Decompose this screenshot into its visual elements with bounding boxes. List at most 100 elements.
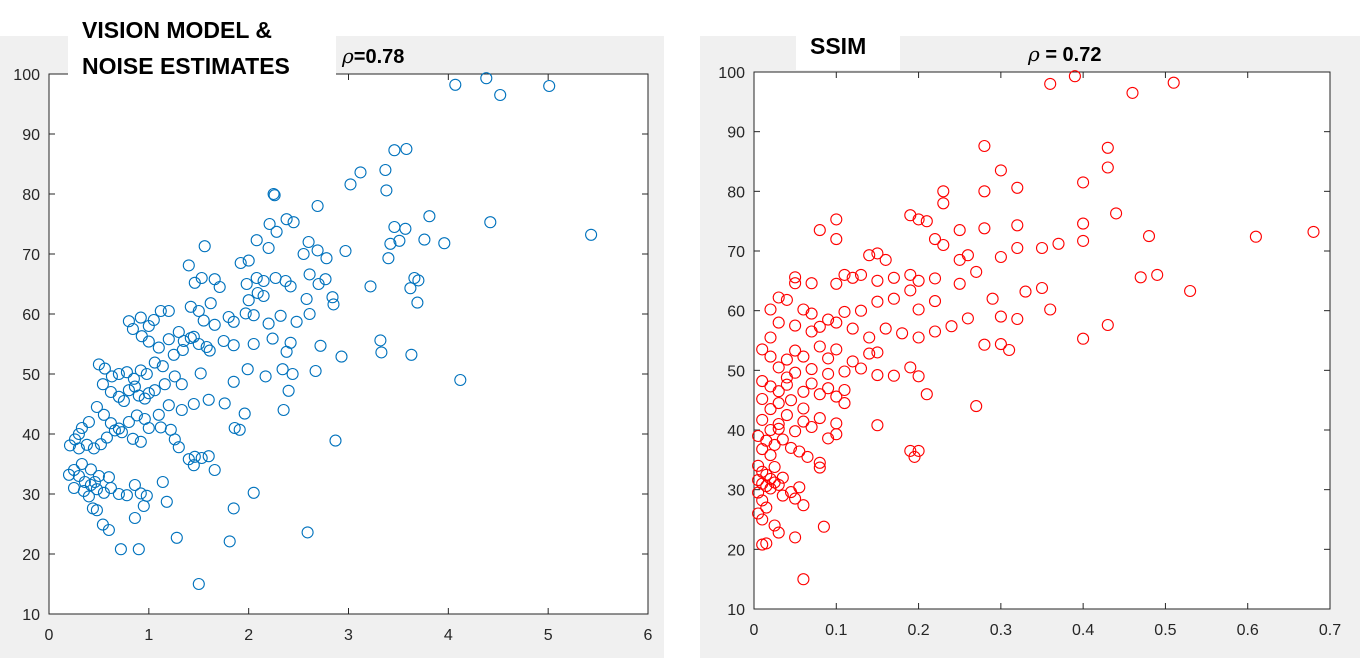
data-point: [374, 334, 387, 347]
data-point: [268, 189, 281, 202]
data-point: [187, 459, 200, 472]
data-point: [158, 378, 171, 391]
data-point: [1035, 241, 1049, 255]
data-point: [117, 394, 130, 408]
data-point: [838, 305, 851, 318]
data-point: [247, 309, 260, 322]
data-point: [339, 244, 352, 258]
data-point: [822, 352, 835, 365]
data-point: [96, 378, 109, 391]
data-point: [772, 316, 785, 329]
data-point: [156, 360, 169, 373]
data-point: [928, 272, 942, 285]
data-point: [192, 337, 205, 351]
right-y-tick-label: 90: [727, 125, 745, 142]
data-point: [240, 277, 253, 291]
data-point: [188, 450, 201, 463]
data-point: [75, 421, 88, 435]
data-point: [772, 422, 785, 435]
data-point: [227, 315, 240, 328]
data-point: [813, 456, 826, 469]
right-y-tick-label: 100: [718, 65, 745, 82]
data-point: [780, 353, 793, 366]
data-point: [494, 88, 507, 102]
data-point: [871, 419, 884, 432]
data-point: [854, 304, 868, 317]
right-x-tick-label: 0.6: [1237, 622, 1259, 639]
data-point: [912, 213, 925, 226]
data-point: [1003, 343, 1016, 357]
data-point: [197, 314, 210, 327]
data-point: [830, 343, 843, 356]
data-point: [257, 274, 270, 288]
data-point: [912, 370, 925, 383]
right-rho-symbol: ρ: [1028, 42, 1040, 66]
right-x-tick-label: 0: [750, 622, 759, 639]
right-y-tick-label: 70: [727, 244, 745, 261]
left-axes-box: [48, 73, 649, 615]
data-point: [1068, 70, 1081, 83]
data-point: [400, 142, 413, 156]
data-point: [354, 166, 367, 179]
data-point: [160, 495, 173, 508]
data-point: [887, 369, 900, 382]
data-point: [100, 431, 113, 444]
data-point: [1101, 161, 1114, 174]
data-point: [1019, 285, 1032, 298]
data-point: [752, 486, 765, 499]
data-point: [297, 247, 310, 261]
data-point: [412, 274, 425, 287]
data-point: [863, 331, 876, 344]
data-point: [920, 388, 933, 401]
data-point: [311, 244, 324, 257]
data-point: [200, 340, 213, 354]
right-correlation-label: ρ = 0.72: [1028, 42, 1101, 67]
data-point: [813, 461, 826, 474]
data-point: [752, 474, 765, 487]
data-point: [192, 577, 205, 591]
data-point: [1052, 237, 1065, 250]
right-chart-title: SSIM: [796, 22, 900, 70]
left-y-tick-label: 60: [22, 307, 40, 324]
data-point: [122, 384, 135, 397]
left-y-tick-label: 100: [13, 67, 40, 84]
data-point: [227, 375, 240, 388]
data-point: [776, 471, 789, 484]
data-point: [344, 178, 357, 191]
data-point: [108, 424, 121, 437]
data-point: [405, 348, 418, 361]
data-point: [311, 199, 324, 213]
data-point: [259, 370, 272, 383]
data-point: [80, 438, 93, 451]
data-point: [126, 322, 139, 336]
data-point: [241, 363, 254, 376]
data-point: [267, 187, 280, 201]
data-point: [838, 365, 851, 378]
data-point: [1126, 86, 1139, 99]
data-point: [327, 298, 340, 311]
data-point: [896, 327, 909, 340]
data-point: [438, 237, 451, 250]
data-point: [162, 333, 175, 346]
data-point: [904, 268, 917, 281]
data-point: [1044, 303, 1057, 316]
data-point: [846, 355, 859, 368]
data-point: [772, 361, 785, 374]
data-point: [182, 259, 195, 272]
data-point: [764, 350, 777, 363]
data-point: [187, 397, 200, 411]
data-point: [838, 268, 851, 281]
data-point: [404, 282, 417, 295]
data-point: [137, 499, 150, 513]
data-point: [112, 367, 125, 381]
data-point: [805, 363, 818, 376]
data-point: [90, 400, 103, 414]
data-point: [250, 271, 263, 285]
data-point: [480, 72, 493, 85]
data-point: [238, 407, 251, 420]
data-point: [309, 364, 322, 378]
data-point: [846, 271, 859, 284]
data-point: [302, 235, 315, 249]
data-point: [1077, 176, 1090, 189]
data-point: [912, 444, 925, 457]
